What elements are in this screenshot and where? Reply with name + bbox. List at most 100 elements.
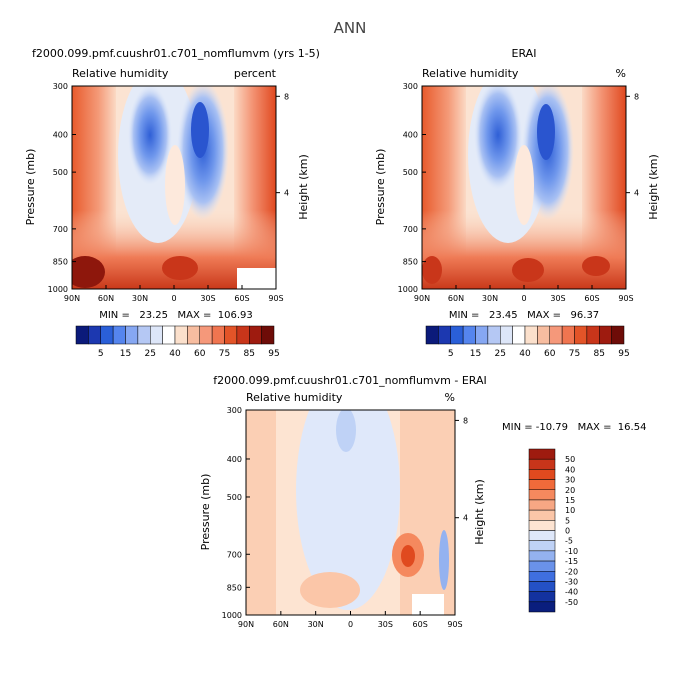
ylabel-right-model: Height (km) xyxy=(297,154,310,220)
colorbar-swatch xyxy=(150,325,163,345)
colorbar-label: 10 xyxy=(565,506,575,515)
colorbar-label: 40 xyxy=(565,465,575,474)
colorbar-label: -30 xyxy=(565,577,578,586)
colorbar-swatch xyxy=(438,325,451,345)
colorbar-swatch xyxy=(528,591,556,603)
colorbar-swatch xyxy=(561,325,575,345)
x-tick-label: 90N xyxy=(64,294,80,303)
colorbar-label: 40 xyxy=(169,349,181,359)
colorbar-label: -20 xyxy=(565,567,578,576)
y-tick-label: 500 xyxy=(227,493,242,502)
colorbar-swatch xyxy=(174,325,188,345)
y-tick-label: 700 xyxy=(227,550,242,559)
colorbar-swatch xyxy=(524,325,538,345)
ylabel-difference: Pressure (mb) xyxy=(199,474,212,551)
ylabel-model: Pressure (mb) xyxy=(24,149,37,226)
colorbar-swatch xyxy=(528,479,556,490)
colorbar-swatch xyxy=(236,325,250,345)
y-tick-label: 700 xyxy=(403,225,418,234)
x-tick-label: 60S xyxy=(584,294,599,303)
y-tick-label: 400 xyxy=(53,131,68,140)
x-tick-label: 60N xyxy=(448,294,464,303)
colorbar-label: 5 xyxy=(565,516,570,525)
colorbar-label: 25 xyxy=(495,349,506,359)
axis-erai: 90N 60N 30N 0 30S 60S 90S 300 400 500 700 850 1000 8 4 xyxy=(398,82,639,303)
colorbar-swatch xyxy=(549,325,563,345)
x-tick-label: 30S xyxy=(550,294,565,303)
colorbar-swatch xyxy=(574,325,588,345)
colorbar-label: 85 xyxy=(594,349,605,359)
subtitle-left-model: Relative humidity xyxy=(72,67,169,80)
colorbar-label: 75 xyxy=(569,349,580,359)
stats-model: MIN = 23.25 MAX = 106.93 xyxy=(99,310,253,321)
x-tick-label: 90S xyxy=(447,620,462,629)
stats-difference: MIN = -10.79 MAX = 16.54 xyxy=(502,422,646,433)
y-tick-label: 300 xyxy=(403,82,418,91)
colorbar-swatch xyxy=(450,325,464,345)
y-tick-label: 500 xyxy=(53,168,68,177)
field-model xyxy=(72,86,276,289)
colorbar-swatch xyxy=(100,325,114,345)
y-tick-label: 700 xyxy=(53,225,68,234)
colorbar-swatch xyxy=(528,520,556,531)
colorbar-swatch xyxy=(528,489,556,501)
panel-difference: f2000.099.pmf.cuushr01.c701_nomflumvm - … xyxy=(199,374,646,629)
colorbar-label: 0 xyxy=(565,527,570,536)
subtitle-left-difference: Relative humidity xyxy=(246,391,343,404)
y-tick-label: 1000 xyxy=(398,285,418,294)
colorbar-label: 95 xyxy=(268,349,279,359)
y-tick-label: 300 xyxy=(53,82,68,91)
colorbar-swatch xyxy=(528,581,556,592)
colorbar-swatch xyxy=(137,325,151,345)
x-tick-label: 30N xyxy=(132,294,148,303)
colorbar-swatch xyxy=(500,325,513,345)
colorbar-swatch xyxy=(528,458,556,470)
colorbar-swatch xyxy=(528,601,556,613)
x-tick-label: 0 xyxy=(521,294,526,303)
colorbar-swatch xyxy=(162,325,176,345)
x-tick-label: 30S xyxy=(200,294,215,303)
colorbar-label: 60 xyxy=(544,349,556,359)
colorbar-label: -40 xyxy=(565,588,578,597)
page-title: ANN xyxy=(334,19,367,37)
x-tick-label: 30S xyxy=(378,620,393,629)
colorbar-label: 40 xyxy=(519,349,531,359)
x-tick-label: 60N xyxy=(98,294,114,303)
x-tick-label: 0 xyxy=(171,294,176,303)
colorbar-swatch xyxy=(425,325,439,345)
colorbar-label: 60 xyxy=(194,349,206,359)
colorbar-swatch xyxy=(462,325,476,345)
y-tick-label: 500 xyxy=(403,168,418,177)
colorbar-swatch xyxy=(475,325,489,345)
colorbar-label: 25 xyxy=(145,349,156,359)
x-tick-label: 30N xyxy=(308,620,324,629)
colorbar-label: -50 xyxy=(565,598,578,607)
colorbar-swatch xyxy=(528,530,556,541)
height-tick-label: 8 xyxy=(463,416,468,425)
colorbar-swatch xyxy=(528,540,556,552)
panel-title-difference: f2000.099.pmf.cuushr01.c701_nomflumvm - … xyxy=(213,374,487,387)
colorbar-swatch xyxy=(528,509,556,521)
colorbar-swatch xyxy=(528,560,556,572)
x-tick-label: 90N xyxy=(414,294,430,303)
height-tick-label: 8 xyxy=(284,92,289,101)
colorbar-swatch xyxy=(586,325,600,345)
colorbar-label: 30 xyxy=(565,476,575,485)
x-tick-label: 30N xyxy=(482,294,498,303)
y-tick-label: 850 xyxy=(53,258,68,267)
colorbar-swatch xyxy=(75,325,89,345)
y-tick-label: 850 xyxy=(403,258,418,267)
x-tick-label: 90S xyxy=(618,294,633,303)
height-tick-label: 4 xyxy=(284,189,289,198)
ylabel-erai: Pressure (mb) xyxy=(374,149,387,226)
axis-difference: 90N 60N 30N 0 30S 60S 90S 300 400 500 700 850 1000 8 4 xyxy=(222,406,468,629)
subtitle-right-difference: % xyxy=(445,391,455,404)
subtitle-right-erai: % xyxy=(616,67,626,80)
colorbar-label: 15 xyxy=(565,496,575,505)
colorbar-swatch xyxy=(88,325,101,345)
colorbar-swatch xyxy=(261,325,275,345)
x-tick-label: 60S xyxy=(234,294,249,303)
y-tick-label: 1000 xyxy=(222,611,242,620)
colorbar-label: 20 xyxy=(565,486,575,495)
colorbar-swatch xyxy=(528,469,556,480)
